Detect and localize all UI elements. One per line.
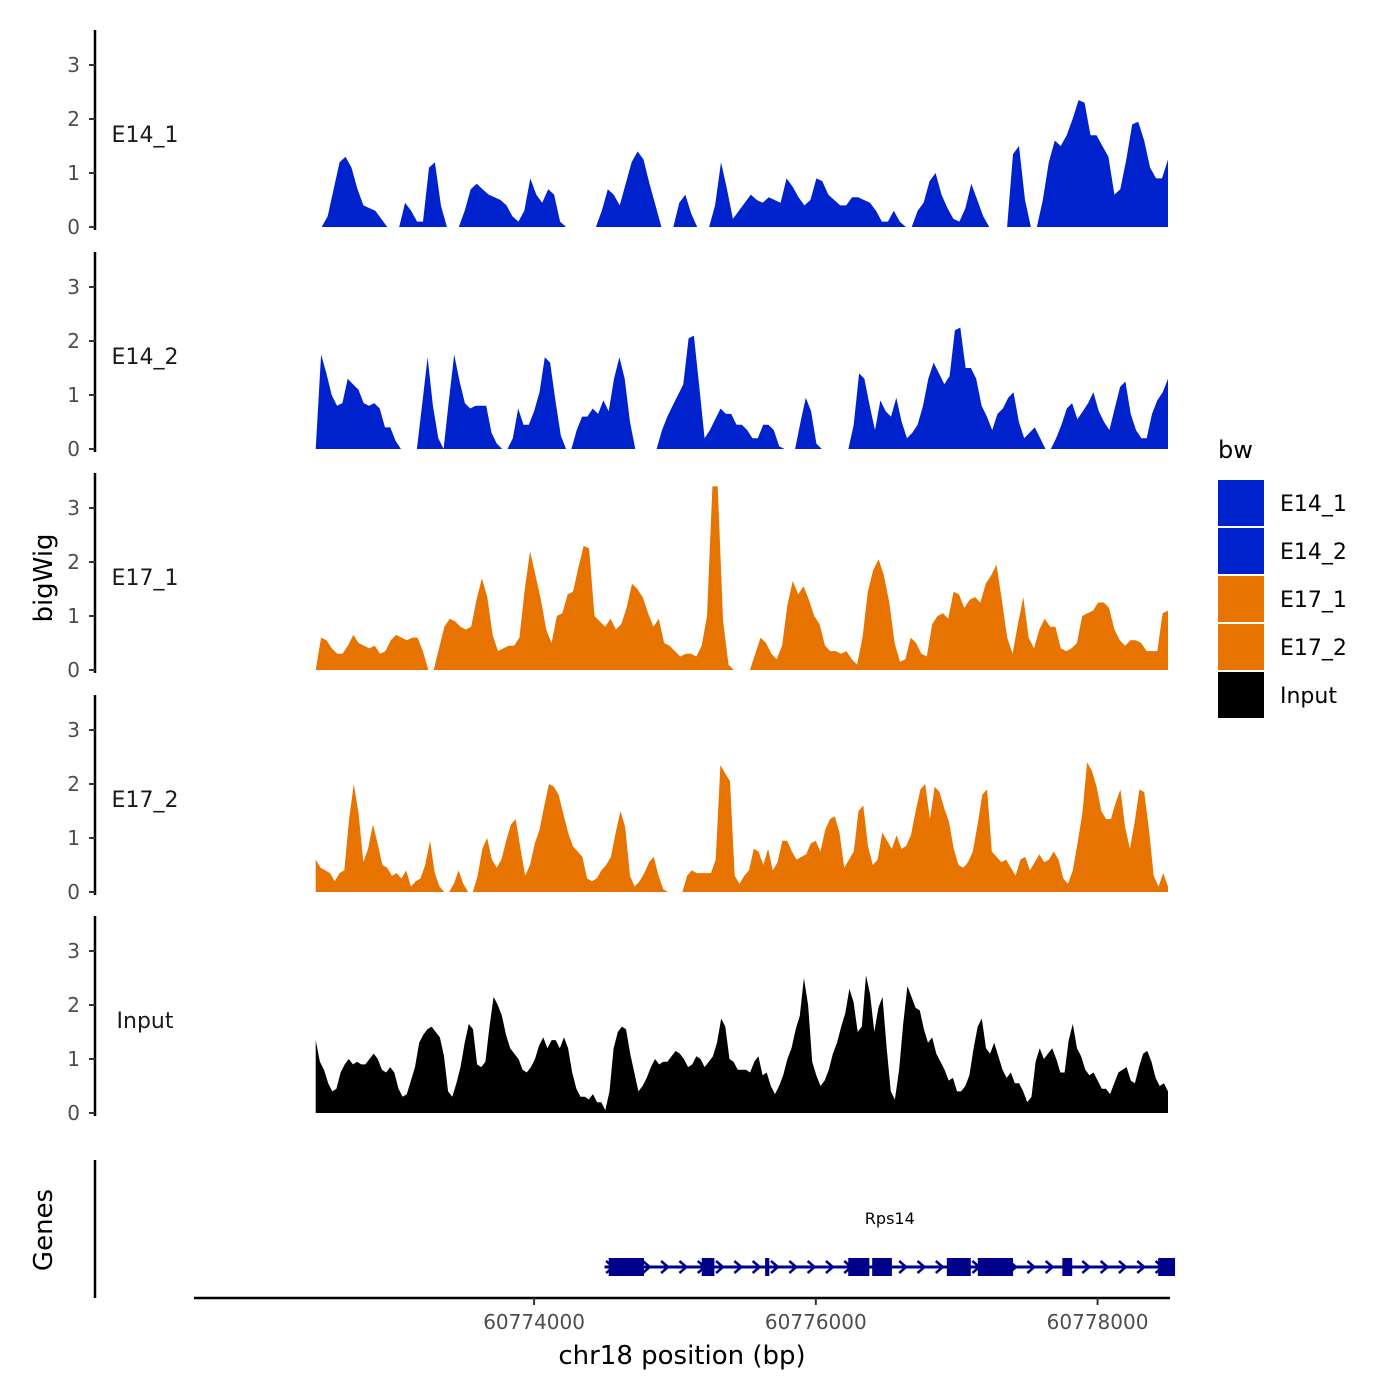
legend-label: E14_2 <box>1280 540 1347 565</box>
track-label: E17_2 <box>112 788 179 813</box>
exon-block <box>946 1258 971 1276</box>
y-tick-label: 3 <box>67 718 80 742</box>
coverage-area-input <box>315 975 1168 1113</box>
strand-arrow <box>751 1260 762 1274</box>
y-tick-label: 0 <box>67 1101 80 1125</box>
legend-label: E17_2 <box>1280 636 1347 661</box>
strand-arrow <box>788 1260 799 1274</box>
track-label: E17_1 <box>112 566 179 591</box>
track-input: 0 1 2 3 Input <box>67 916 1168 1125</box>
strand-arrow <box>825 1260 835 1274</box>
coverage-area-e17-1 <box>315 486 1168 670</box>
track-label: E14_2 <box>112 345 179 370</box>
gene-label: Rps14 <box>865 1209 915 1228</box>
y-tick-label: 0 <box>67 658 80 682</box>
track-e17-1: 0 1 2 3 E17_1 <box>67 473 1168 682</box>
strand-arrow <box>806 1260 817 1274</box>
coverage-area-e14-2 <box>315 327 1168 449</box>
legend-title: bw <box>1218 436 1253 464</box>
track-label: E14_1 <box>112 123 179 148</box>
y-tick-label: 3 <box>67 496 80 520</box>
y-tick-label: 3 <box>67 53 80 77</box>
strand-arrow <box>1081 1260 1092 1274</box>
exon-block <box>765 1258 770 1276</box>
y-tick-label: 0 <box>67 215 80 239</box>
y-tick-label: 2 <box>67 550 80 574</box>
x-tick-label: 60778000 <box>1047 1310 1149 1334</box>
exon-block <box>701 1258 715 1276</box>
strand-arrow <box>934 1260 945 1274</box>
y-tick-label: 1 <box>67 826 80 850</box>
strand-arrow <box>660 1260 671 1274</box>
legend-swatch-input <box>1218 672 1264 718</box>
strand-arrow <box>770 1260 780 1274</box>
exon-block <box>977 1258 1014 1276</box>
bigwig-tracks: 0 1 2 3 E14_1 0 1 2 3 E14_2 0 1 2 3 E17_1 0 1 2 3 E17_2 0 1 2 3… <box>67 30 1168 1125</box>
strand-arrow <box>898 1260 909 1274</box>
strand-arrow <box>1044 1260 1055 1274</box>
strand-arrow <box>715 1260 725 1274</box>
exon-block <box>608 1258 644 1276</box>
strand-arrow <box>733 1260 744 1274</box>
y-axis-title: bigWig <box>29 533 59 622</box>
x-axis: 60774000 60776000 60778000 <box>194 1296 1170 1334</box>
strand-arrow <box>1026 1260 1037 1274</box>
y-tick-label: 3 <box>67 275 80 299</box>
exon-block <box>1062 1258 1073 1276</box>
coverage-area-e14-1 <box>315 100 1168 227</box>
x-axis-title: chr18 position (bp) <box>558 1341 805 1371</box>
y-tick-label: 2 <box>67 772 80 796</box>
legend-swatch-e14-1 <box>1218 480 1264 526</box>
y-tick-label: 2 <box>67 107 80 131</box>
legend-swatch-e17-1 <box>1218 576 1264 622</box>
coverage-area-e17-2 <box>315 762 1168 892</box>
legend-label: Input <box>1280 684 1337 709</box>
y-tick-label: 2 <box>67 329 80 353</box>
legend-label: E14_1 <box>1280 492 1347 517</box>
genes-panel: Rps14 <box>93 1160 1176 1298</box>
track-e14-1: 0 1 2 3 E14_1 <box>67 30 1168 239</box>
y-tick-label: 0 <box>67 437 80 461</box>
genes-axis-title: Genes <box>29 1189 59 1271</box>
y-tick-label: 1 <box>67 1047 80 1071</box>
exon-block <box>1158 1258 1176 1276</box>
strand-arrow <box>641 1260 652 1274</box>
strand-arrow <box>1118 1260 1128 1274</box>
y-tick-label: 2 <box>67 993 80 1017</box>
strand-arrow <box>1136 1260 1147 1274</box>
track-e17-2: 0 1 2 3 E17_2 <box>67 695 1168 904</box>
strand-arrow <box>1099 1260 1110 1274</box>
legend-label: E17_1 <box>1280 588 1347 613</box>
strand-arrow <box>916 1260 927 1274</box>
y-tick-label: 1 <box>67 604 80 628</box>
legend: bw E14_1 E14_2 E17_1 E17_2 Input <box>1218 436 1347 718</box>
y-tick-label: 3 <box>67 939 80 963</box>
track-e14-2: 0 1 2 3 E14_2 <box>67 252 1168 461</box>
track-label: Input <box>117 1009 174 1034</box>
x-tick-label: 60774000 <box>483 1310 585 1334</box>
gene-rps14: Rps14 <box>604 1209 1176 1276</box>
y-tick-label: 0 <box>67 880 80 904</box>
exon-block <box>872 1258 892 1276</box>
legend-swatch-e17-2 <box>1218 624 1264 670</box>
x-tick-label: 60776000 <box>765 1310 867 1334</box>
exon-block <box>848 1258 870 1276</box>
y-tick-label: 1 <box>67 383 80 407</box>
y-tick-label: 1 <box>67 161 80 185</box>
legend-swatch-e14-2 <box>1218 528 1264 574</box>
strand-arrow <box>678 1260 689 1274</box>
